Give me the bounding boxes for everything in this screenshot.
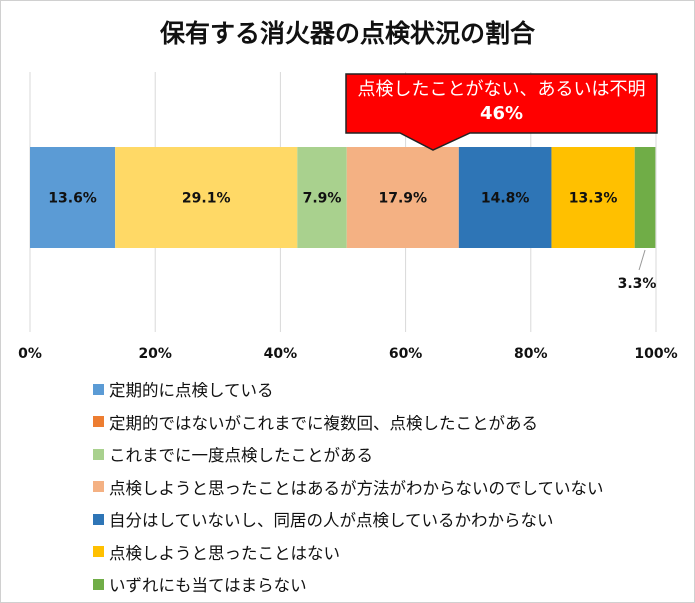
legend-item: いずれにも当てはまらない — [93, 568, 604, 601]
legend-label: 点検しようと思ったことはあるが方法がわからないのでしていない — [109, 478, 604, 498]
data-label: 13.3% — [569, 191, 618, 207]
x-tick-label: 0% — [18, 346, 42, 362]
legend-label: 定期的ではないがこれまでに複数回、点検したことがある — [109, 413, 538, 433]
callout-box — [345, 73, 658, 151]
legend-swatch — [93, 546, 104, 558]
legend-label: 自分はしていないし、同居の人が点検しているかわからない — [109, 511, 554, 531]
x-tick-label: 80% — [514, 346, 548, 362]
legend-label: これまでに一度点検したことがある — [109, 446, 373, 466]
legend-item: これまでに一度点検したことがある — [93, 438, 604, 471]
x-tick-label: 100% — [634, 346, 677, 362]
bar-segment — [30, 147, 116, 248]
legend-item: 自分はしていないし、同居の人が点検しているかわからない — [93, 503, 604, 536]
bar-segment — [634, 147, 656, 248]
legend-label: 点検しようと思ったことはない — [109, 543, 340, 563]
callout-label: 点検したことがない、あるいは不明 — [357, 79, 646, 100]
legend-label: 定期的に点検している — [109, 381, 274, 401]
data-label: 29.1% — [182, 191, 231, 207]
data-label: 14.8% — [481, 191, 530, 207]
legend-swatch — [93, 578, 104, 590]
legend-item: 定期的ではないがこれまでに複数回、点検したことがある — [93, 406, 604, 439]
callout-text: 点検したことがない、あるいは不明 46% — [346, 78, 657, 126]
callout-value: 46% — [479, 103, 524, 124]
x-tick-label: 40% — [264, 346, 298, 362]
legend-item: 点検しようと思ったことはあるが方法がわからないのでしていない — [93, 471, 604, 504]
x-tick-label: 60% — [389, 346, 423, 362]
legend-swatch — [93, 513, 104, 525]
x-tick-label: 20% — [138, 346, 172, 362]
legend: 定期的に点検している定期的ではないがこれまでに複数回、点検したことがある これまで… — [93, 373, 604, 601]
bar-segment — [458, 147, 552, 248]
legend-swatch — [93, 448, 104, 460]
data-label: 13.6% — [48, 191, 97, 207]
bar-segment — [115, 147, 298, 248]
bar-segment — [297, 147, 347, 248]
legend-item: 定期的に点検している — [93, 373, 604, 406]
legend-swatch — [93, 481, 104, 493]
legend-swatch — [93, 383, 104, 395]
data-label: 7.9% — [303, 191, 342, 207]
legend-swatch — [93, 416, 104, 428]
legend-label: いずれにも当てはまらない — [109, 576, 307, 596]
chart-title: 保有する消火器の点検状況の割合 — [159, 19, 535, 48]
leader-line — [638, 249, 646, 271]
bar-segment — [551, 147, 635, 248]
data-label: 17.9% — [378, 191, 427, 207]
data-label: 3.3% — [618, 276, 657, 292]
bar-segment — [346, 147, 459, 248]
legend-item: 点検しようと思ったことはない — [93, 536, 604, 569]
